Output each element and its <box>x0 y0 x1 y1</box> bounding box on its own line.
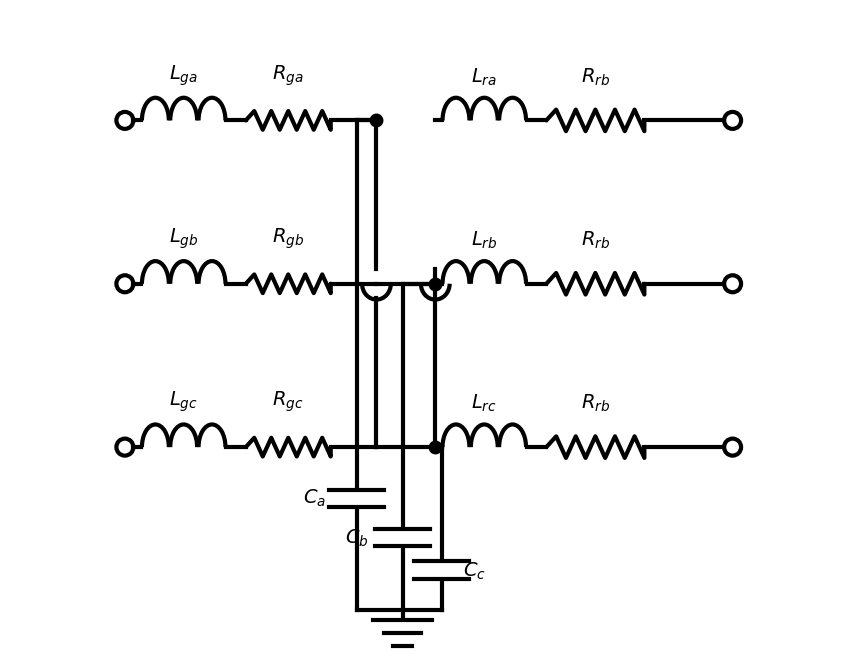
Text: $L_{gc}$: $L_{gc}$ <box>169 390 198 415</box>
Text: $C_c$: $C_c$ <box>463 561 486 582</box>
Text: $L_{ga}$: $L_{ga}$ <box>169 63 198 88</box>
Text: $R_{rb}$: $R_{rb}$ <box>581 67 610 88</box>
Text: $L_{rb}$: $L_{rb}$ <box>471 230 498 251</box>
Text: $R_{rb}$: $R_{rb}$ <box>581 230 610 251</box>
Text: $L_{rc}$: $L_{rc}$ <box>472 393 497 415</box>
Text: $R_{gb}$: $R_{gb}$ <box>272 227 304 251</box>
Text: $R_{ga}$: $R_{ga}$ <box>272 63 304 88</box>
Text: $L_{gb}$: $L_{gb}$ <box>169 227 199 251</box>
Text: $L_{ra}$: $L_{ra}$ <box>471 67 498 88</box>
Text: $R_{gc}$: $R_{gc}$ <box>272 390 304 415</box>
Text: $R_{rb}$: $R_{rb}$ <box>581 393 610 415</box>
Text: $C_b$: $C_b$ <box>345 528 369 549</box>
Text: $C_a$: $C_a$ <box>303 488 326 509</box>
